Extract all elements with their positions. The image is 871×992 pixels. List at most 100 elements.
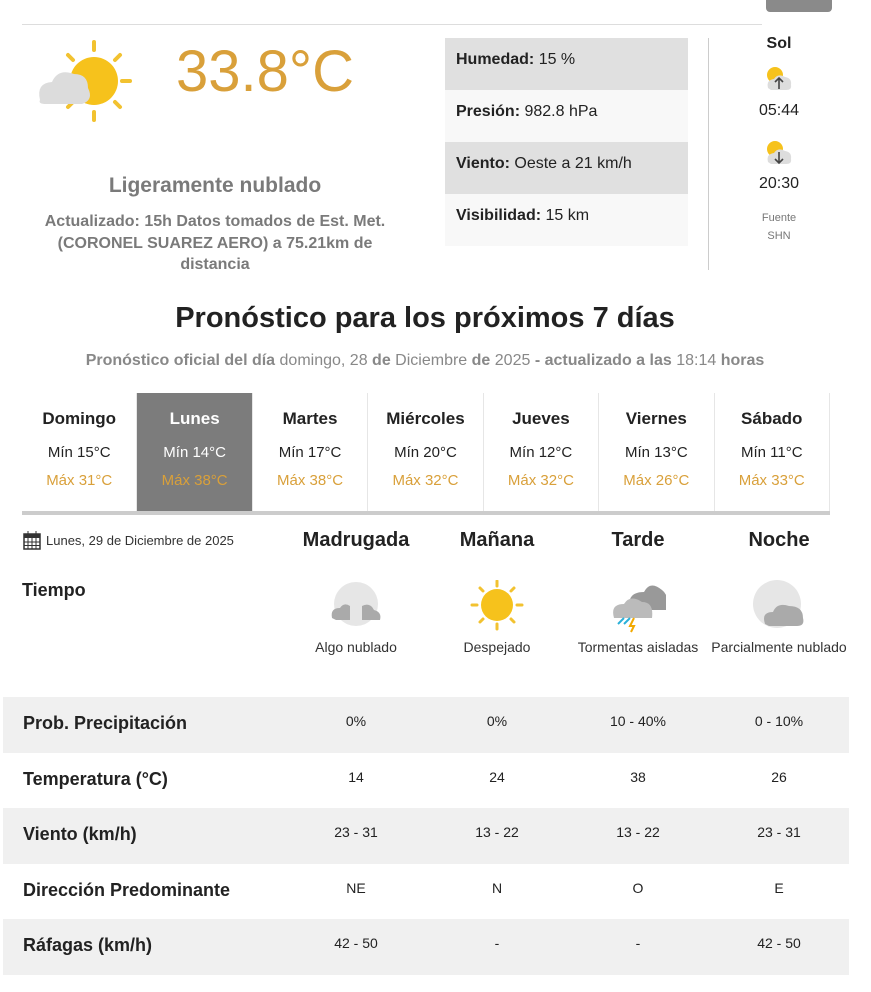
tab-min: Mín 11°C — [740, 444, 803, 461]
tab-day: Domingo — [42, 409, 117, 428]
row-value: 0% — [486, 713, 508, 729]
row-value: 42 - 50 — [334, 935, 378, 951]
table-row: Ráfagas (km/h) 42 - 50 - - 42 - 50 — [3, 919, 849, 975]
tab-min: Mín 15°C — [47, 444, 111, 461]
row-value: 13 - 22 — [475, 824, 519, 840]
detail-label: Humedad: — [456, 51, 535, 68]
forecast-title: Pronóstico para los próximos 7 días — [175, 302, 675, 334]
tab-max: Máx 33°C — [738, 472, 805, 489]
tab-lunes[interactable]: Lunes Mín 14°C Máx 38°C — [137, 393, 253, 511]
table-row: Prob. Precipitación 0% 0% 10 - 40% 0 - 10% — [3, 697, 849, 753]
tab-min: Mín 17°C — [278, 444, 342, 461]
row-value: O — [632, 879, 644, 896]
tab-miércoles[interactable]: Miércoles Mín 20°C Máx 32°C — [368, 393, 484, 511]
tab-min: Mín 12°C — [509, 444, 573, 461]
tab-min: Mín 14°C — [163, 444, 226, 461]
day-tabs: Domingo Mín 15°C Máx 31°C Lunes Mín 14°C Máx … — [22, 393, 830, 515]
tab-day: Jueves — [512, 409, 570, 428]
subtitle-part: horas — [720, 352, 765, 369]
row-label: Viento (km/h) — [23, 824, 137, 844]
detail-row: Visibilidad: 15 km — [445, 194, 688, 246]
subtitle-part: 2025 — [494, 352, 531, 369]
row-value: 42 - 50 — [757, 935, 801, 951]
source-label: Fuente — [761, 212, 797, 224]
tab-min: Mín 13°C — [624, 444, 688, 461]
weather-label: Tiempo — [22, 580, 86, 600]
row-value: - — [494, 935, 500, 951]
sun-title: Sol — [766, 35, 792, 52]
detail-value: 15 km — [545, 207, 590, 224]
tab-max: Máx 26°C — [623, 472, 690, 489]
table-row: Temperatura (°C) 14 24 38 26 — [3, 753, 849, 809]
row-value: 0% — [345, 713, 367, 729]
tab-day: Sábado — [741, 409, 803, 428]
tab-max: Máx 32°C — [392, 472, 459, 489]
tab-day: Martes — [282, 409, 338, 428]
row-value: 10 - 40% — [609, 713, 667, 729]
row-value: N — [491, 879, 503, 896]
sun-icon — [427, 580, 567, 634]
divider — [22, 24, 762, 25]
row-value: 24 — [489, 768, 505, 785]
period-description: Algo nublado — [315, 639, 397, 655]
row-value: 38 — [630, 768, 646, 785]
tab-min: Mín 20°C — [394, 444, 457, 461]
row-label: Temperatura (°C) — [23, 768, 168, 789]
detail-label: Viento: — [456, 155, 510, 172]
top-button[interactable] — [766, 0, 832, 12]
detail-value: 15 % — [538, 51, 576, 68]
detail-label: Presión: — [456, 103, 521, 120]
source-value: SHN — [767, 230, 791, 242]
calendar-icon — [23, 531, 41, 550]
detail-value: 982.8 hPa — [524, 103, 598, 120]
subtitle-part: - actualizado a las — [534, 352, 672, 369]
period-description: Despejado — [463, 639, 531, 655]
detail-value: Oeste a 21 km/h — [514, 155, 632, 172]
row-label: Ráfagas (km/h) — [23, 935, 153, 955]
tab-martes[interactable]: Martes Mín 17°C Máx 38°C — [253, 393, 369, 511]
tab-day: Miércoles — [386, 409, 465, 428]
subtitle-part: de — [471, 352, 491, 369]
date-text: Lunes, 29 de Diciembre de 2025 — [46, 532, 234, 548]
row-value: 26 — [771, 768, 787, 785]
row-value: 0 - 10% — [754, 713, 804, 729]
subtitle-part: de — [372, 352, 391, 369]
subtitle-part: 18:14 — [676, 352, 717, 369]
selected-date: Lunes, 29 de Diciembre de 2025 — [22, 530, 234, 550]
tab-max: Máx 32°C — [507, 472, 574, 489]
table-row: Viento (km/h) 23 - 31 13 - 22 13 - 22 23 - 3… — [3, 808, 849, 864]
subtitle-part: Diciembre — [395, 352, 468, 369]
row-label: Dirección Predominante — [23, 879, 231, 900]
tab-sábado[interactable]: Sábado Mín 11°C Máx 33°C — [715, 393, 830, 511]
sunset-icon — [767, 141, 792, 165]
period-description: Parcialmente nublado — [711, 639, 847, 655]
period-header: Tarde — [611, 529, 665, 551]
subtitle-part: domingo, 28 — [279, 352, 368, 369]
tab-viernes[interactable]: Viernes Mín 13°C Máx 26°C — [599, 393, 715, 511]
period-description: Tormentas aisladas — [577, 639, 699, 655]
period-header: Madrugada — [302, 529, 410, 551]
sunrise-time: 05:44 — [758, 102, 800, 119]
tab-jueves[interactable]: Jueves Mín 12°C Máx 32°C — [484, 393, 600, 511]
detail-row: Viento: Oeste a 21 km/h — [445, 142, 688, 194]
row-value: NE — [346, 879, 366, 896]
period-header: Mañana — [459, 529, 535, 551]
tab-max: Máx 38°C — [277, 472, 344, 489]
tab-max: Máx 38°C — [161, 472, 228, 489]
current-details: Humedad: 15 % Presión: 982.8 hPa Viento: O… — [445, 38, 688, 246]
forecast-table: Prob. Precipitación 0% 0% 10 - 40% 0 - 10% Te… — [3, 697, 849, 975]
sunset-time: 20:30 — [758, 175, 800, 192]
row-value: 23 - 31 — [334, 824, 378, 840]
period-header: Noche — [748, 529, 810, 551]
tab-day: Viernes — [625, 409, 687, 428]
row-value: 13 - 22 — [616, 824, 660, 840]
tab-domingo[interactable]: Domingo Mín 15°C Máx 31°C — [22, 393, 138, 511]
detail-row: Humedad: 15 % — [445, 38, 688, 90]
detail-row: Presión: 982.8 hPa — [445, 90, 688, 142]
thunderstorm-icon — [568, 580, 708, 634]
divider — [708, 38, 709, 270]
partly-cloudy-sun-icon — [39, 40, 132, 122]
partly-cloudy-night-icon — [709, 580, 849, 634]
update-info: Actualizado: 15h Datos tomados de Est. M… — [44, 213, 386, 273]
row-label: Prob. Precipitación — [23, 713, 188, 733]
